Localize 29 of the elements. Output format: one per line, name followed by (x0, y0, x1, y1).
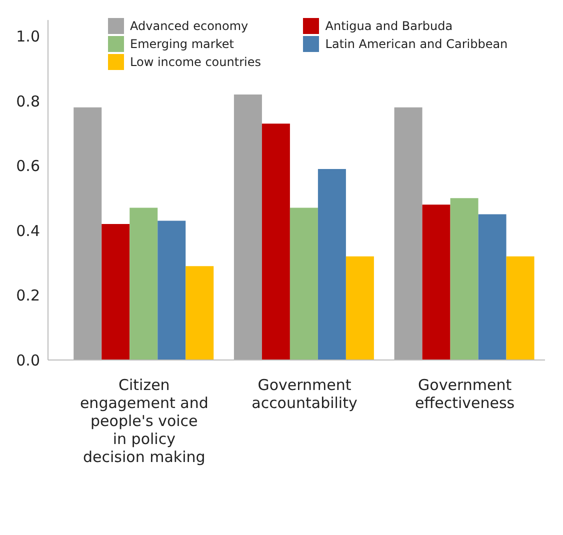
y-tick-label: 0.4 (16, 222, 40, 240)
legend-label: Low income countries (130, 55, 261, 69)
bar (318, 168, 346, 360)
x-tick-label: Citizen engagement and people's voice in policy decision making (80, 376, 208, 466)
bar (158, 220, 186, 360)
y-tick-label: 0.0 (16, 351, 40, 370)
bar (262, 124, 290, 360)
legend-label: Latin American and Caribbean (325, 37, 508, 51)
bar (506, 256, 534, 360)
bar (478, 214, 506, 360)
bar (290, 208, 318, 360)
y-tick-label: 1.0 (16, 28, 40, 46)
legend-label: Antigua and Barbuda (325, 19, 453, 33)
legend-label: Advanced economy (130, 19, 248, 33)
bar (74, 107, 102, 360)
legend-label: Emerging market (130, 37, 234, 51)
y-tick-label: 0.2 (16, 286, 40, 305)
bar (394, 107, 422, 360)
y-tick-label: 0.8 (16, 92, 40, 110)
bar (130, 208, 158, 360)
x-tick-label: Government accountability (252, 376, 358, 412)
bar (346, 256, 374, 360)
y-tick-label: 0.6 (16, 157, 40, 176)
bar (186, 266, 214, 360)
bar (450, 198, 478, 360)
bar (234, 94, 262, 360)
bar (102, 224, 130, 360)
bar (422, 204, 450, 360)
x-tick-label: Government effectiveness (415, 376, 515, 412)
